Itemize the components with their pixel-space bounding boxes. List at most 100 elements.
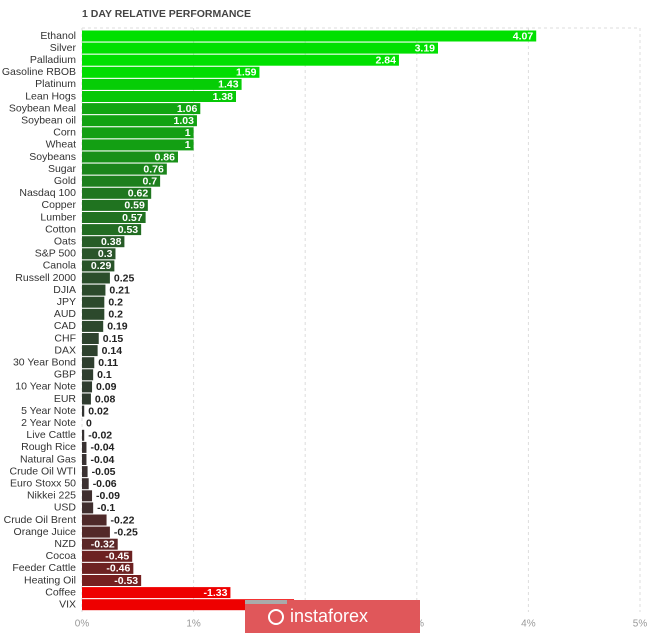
category-label: Russell 2000 [15, 272, 76, 284]
value-label: -0.09 [96, 490, 120, 502]
category-label: Silver [50, 42, 77, 54]
value-label: -0.22 [111, 514, 135, 526]
bar [82, 587, 231, 599]
bar [82, 127, 194, 139]
value-label: 1.38 [213, 91, 234, 103]
bar [82, 526, 110, 538]
bar [82, 54, 399, 66]
bar [82, 466, 88, 478]
x-tick-label: 1% [186, 619, 201, 630]
value-label: -0.1 [97, 502, 115, 514]
category-label: Lumber [40, 211, 76, 223]
value-label: 0.08 [95, 393, 116, 405]
value-label: 0.15 [103, 333, 124, 345]
category-label: Corn [53, 127, 76, 139]
value-label: 0.14 [102, 345, 123, 357]
bar [82, 272, 110, 284]
category-label: Feeder Cattle [12, 562, 76, 574]
bar [82, 502, 94, 514]
category-label: Live Cattle [26, 429, 76, 441]
category-label: Soybeans [29, 151, 76, 163]
value-label: -0.05 [92, 466, 116, 478]
bar [82, 599, 295, 611]
bar [82, 115, 197, 127]
category-label: Oats [54, 235, 76, 247]
category-label: 5 Year Note [21, 405, 76, 417]
bar [82, 103, 201, 115]
value-label: 0.02 [88, 405, 109, 417]
value-label: 1 [185, 127, 191, 139]
bar [82, 405, 85, 417]
category-label: VIX [59, 598, 76, 610]
watermark-icon [268, 609, 284, 625]
value-label: 0.86 [155, 151, 176, 163]
category-label: Crude Oil WTI [9, 465, 76, 477]
watermark-strip [245, 600, 287, 604]
value-label: 1.43 [218, 79, 239, 91]
x-tick-label: 4% [521, 619, 536, 630]
x-tick-label: 0% [75, 619, 90, 630]
chart-title: 1 DAY RELATIVE PERFORMANCE [82, 8, 251, 20]
bar [82, 320, 104, 332]
bar [82, 248, 116, 260]
value-label: -1.33 [203, 587, 227, 599]
value-label: 0.7 [143, 175, 158, 187]
value-label: -0.04 [90, 454, 114, 466]
value-label: 0.11 [98, 357, 118, 369]
category-label: DJIA [53, 284, 76, 296]
category-label: Soybean oil [21, 114, 76, 126]
value-label: -0.04 [90, 442, 114, 454]
value-label: 4.07 [513, 30, 534, 42]
bar [82, 562, 134, 574]
value-label: 1.59 [236, 67, 257, 79]
bar [82, 260, 115, 272]
category-label: Soybean Meal [9, 102, 76, 114]
bar [82, 163, 167, 175]
category-label: Wheat [46, 139, 76, 151]
bar [82, 308, 105, 320]
value-label: 0 [86, 417, 92, 429]
bar [82, 42, 439, 54]
value-label: 0.2 [108, 296, 123, 308]
value-label: -0.02 [88, 430, 112, 442]
category-label: Lean Hogs [25, 90, 76, 102]
bar [82, 454, 87, 465]
value-label: -0.32 [91, 538, 115, 550]
bar [82, 550, 133, 562]
bar [82, 66, 260, 78]
bar [82, 538, 118, 550]
bar [82, 441, 87, 453]
bar [82, 236, 125, 248]
category-label: Crude Oil Brent [4, 514, 76, 526]
value-label: 0.59 [124, 200, 145, 212]
category-label: Orange Juice [14, 526, 77, 538]
watermark: instaforex [245, 600, 420, 633]
category-label: DAX [54, 344, 76, 356]
bar [82, 369, 94, 381]
bar [82, 357, 95, 369]
value-label: 0.38 [101, 236, 122, 248]
category-label: Rough Rice [21, 441, 76, 453]
value-label: 0.62 [128, 188, 149, 200]
value-label: 0.3 [98, 248, 113, 260]
bar [82, 296, 105, 308]
category-label: GBP [54, 369, 76, 381]
bar [82, 91, 237, 102]
category-label: Cotton [45, 223, 76, 235]
x-tick-label: 5% [633, 619, 648, 630]
category-label: AUD [54, 308, 77, 320]
bar [82, 78, 242, 90]
category-label: 30 Year Bond [13, 356, 76, 368]
category-label: Gasoline RBOB [2, 66, 76, 78]
watermark-bg [245, 600, 420, 633]
bar [82, 490, 93, 502]
value-label: 0.09 [96, 381, 117, 393]
category-label: Sugar [48, 163, 77, 175]
category-label: Gold [54, 175, 76, 187]
value-label: 0.21 [109, 284, 130, 296]
category-label: EUR [54, 393, 77, 405]
category-label: Natural Gas [20, 453, 76, 465]
category-label: Copper [42, 199, 77, 211]
value-label: 0.2 [108, 309, 123, 321]
